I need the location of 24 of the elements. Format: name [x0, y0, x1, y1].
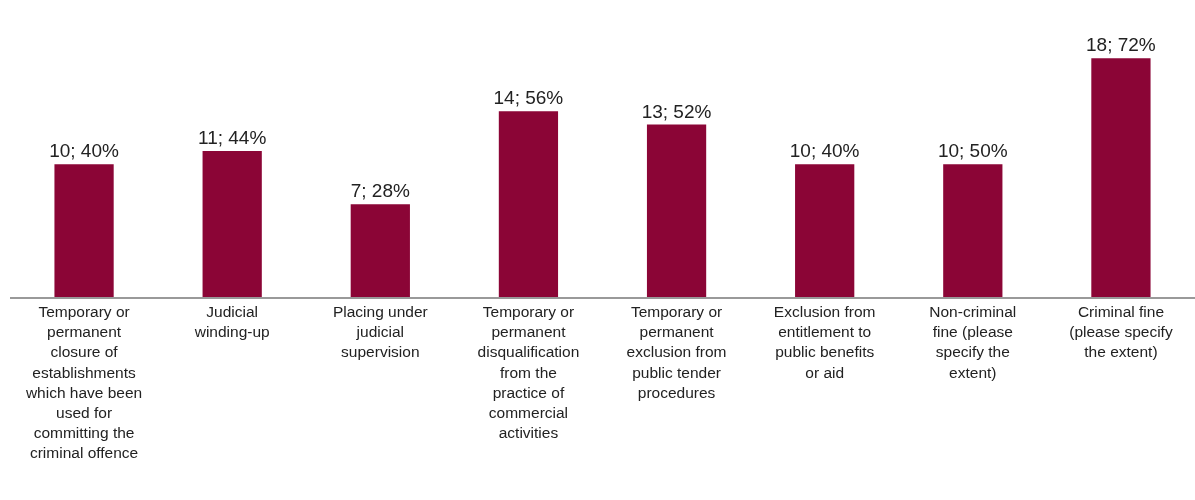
data-label: 10; 40%: [789, 140, 860, 162]
x-tick-label: Placing under judicial supervision: [332, 303, 428, 361]
x-tick-label: Exclusion from entitlement to public benefits or aid: [773, 303, 876, 381]
x-tick-label: Temporary or permanent exclusion from public tender procedures: [626, 303, 727, 401]
data-label: 10; 40%: [49, 140, 119, 162]
bar: [350, 204, 410, 297]
data-label: 18; 72%: [1086, 34, 1156, 56]
x-tick-label: Criminal fine (please specify the extent): [1069, 303, 1173, 361]
data-label: 10; 50%: [937, 140, 1008, 162]
bar: [943, 164, 1003, 297]
bar: [202, 151, 262, 297]
bar: [1091, 58, 1151, 297]
data-label: 14; 56%: [493, 87, 564, 109]
bar: [795, 164, 855, 297]
bar: [54, 164, 114, 297]
data-label: 7; 28%: [350, 180, 410, 202]
x-tick-label: Temporary or permanent closure of establishments which have been used for committing the criminal offence: [24, 303, 143, 462]
x-tick-label: Temporary or permanent disqualification from the practice of commercial activities: [477, 303, 580, 441]
data-label: 13; 52%: [641, 100, 712, 122]
x-tick-label: Non-criminal fine (please specify the extent): [929, 303, 1017, 381]
data-label: 11; 44%: [197, 127, 267, 149]
x-tick-label: Judicial winding-up: [193, 303, 270, 341]
bar: [646, 124, 707, 297]
bar: [498, 111, 559, 297]
